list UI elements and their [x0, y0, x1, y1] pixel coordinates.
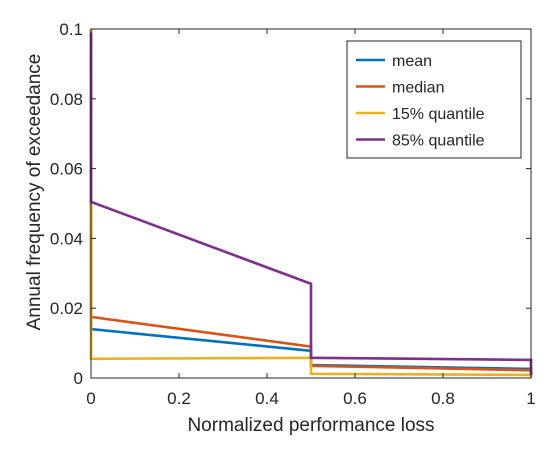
x-tick-label: 1 [526, 389, 535, 408]
ticks-layer: 0 0.2 0.4 0.6 0.8 1 0 0.02 0.04 0.06 0.08 0.1 [50, 20, 536, 408]
plot-frame [90, 28, 532, 379]
y-tick-label: 0.04 [50, 229, 83, 248]
x-axis-label: Normalized performance loss [187, 415, 434, 436]
x-tick-label: 0 [86, 389, 95, 408]
legend-label: mean [392, 53, 432, 70]
y-tick-label: 0.08 [50, 90, 83, 109]
legend-label: 15% quantile [392, 106, 485, 123]
y-tick-label: 0.1 [59, 20, 83, 39]
x-tick-label: 0.8 [431, 389, 455, 408]
y-axis-label: Annual frequency of exceedance [24, 54, 45, 331]
y-tick-label: 0 [74, 369, 83, 388]
legend-label: 85% quantile [392, 133, 485, 150]
y-tick-label: 0.06 [50, 160, 83, 179]
axes-layer [90, 28, 532, 379]
x-tick-label: 0.2 [167, 389, 191, 408]
x-tick-label: 0.6 [343, 389, 367, 408]
x-tick-label: 0.4 [255, 389, 279, 408]
legend: mean median 15% quantile 85% quantile [346, 40, 522, 159]
legend-label: median [392, 80, 444, 97]
y-tick-label: 0.02 [50, 299, 83, 318]
